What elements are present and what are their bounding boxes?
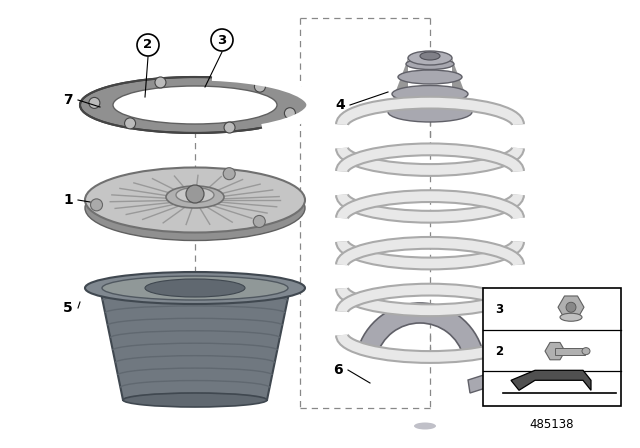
Polygon shape bbox=[100, 288, 290, 400]
Text: 485138: 485138 bbox=[530, 418, 574, 431]
Ellipse shape bbox=[414, 422, 436, 430]
Ellipse shape bbox=[406, 59, 454, 69]
Circle shape bbox=[224, 122, 235, 133]
Text: 4: 4 bbox=[335, 98, 345, 112]
Ellipse shape bbox=[392, 86, 468, 103]
Text: 3: 3 bbox=[218, 34, 227, 47]
Circle shape bbox=[89, 97, 100, 108]
Circle shape bbox=[253, 215, 265, 228]
Text: 2: 2 bbox=[143, 39, 152, 52]
Ellipse shape bbox=[85, 168, 305, 233]
Text: 5: 5 bbox=[63, 301, 73, 315]
Ellipse shape bbox=[560, 313, 582, 321]
Text: 3: 3 bbox=[495, 303, 503, 316]
Polygon shape bbox=[388, 58, 408, 112]
Ellipse shape bbox=[408, 51, 452, 65]
Circle shape bbox=[211, 29, 233, 51]
Polygon shape bbox=[511, 370, 591, 390]
Ellipse shape bbox=[85, 176, 305, 241]
Ellipse shape bbox=[80, 77, 310, 133]
Ellipse shape bbox=[398, 70, 462, 84]
Circle shape bbox=[284, 108, 296, 119]
Ellipse shape bbox=[582, 348, 590, 355]
Ellipse shape bbox=[420, 52, 440, 60]
Bar bbox=[483, 288, 621, 406]
Circle shape bbox=[186, 185, 204, 203]
Ellipse shape bbox=[123, 393, 267, 407]
Ellipse shape bbox=[166, 186, 224, 208]
Circle shape bbox=[90, 199, 102, 211]
Circle shape bbox=[125, 118, 136, 129]
Circle shape bbox=[566, 302, 576, 312]
Polygon shape bbox=[468, 373, 492, 393]
Polygon shape bbox=[452, 58, 472, 112]
Ellipse shape bbox=[176, 188, 214, 202]
Text: 2: 2 bbox=[495, 345, 503, 358]
Bar bbox=[555, 348, 585, 355]
Text: 7: 7 bbox=[63, 93, 73, 107]
Ellipse shape bbox=[102, 276, 288, 300]
Wedge shape bbox=[357, 303, 483, 356]
Ellipse shape bbox=[145, 279, 245, 297]
Ellipse shape bbox=[85, 272, 305, 304]
Ellipse shape bbox=[388, 102, 472, 122]
Circle shape bbox=[137, 34, 159, 56]
Ellipse shape bbox=[113, 86, 277, 124]
Circle shape bbox=[223, 168, 236, 180]
Text: 6: 6 bbox=[333, 363, 343, 377]
Text: 1: 1 bbox=[63, 193, 73, 207]
Circle shape bbox=[255, 81, 266, 92]
Circle shape bbox=[155, 77, 166, 88]
